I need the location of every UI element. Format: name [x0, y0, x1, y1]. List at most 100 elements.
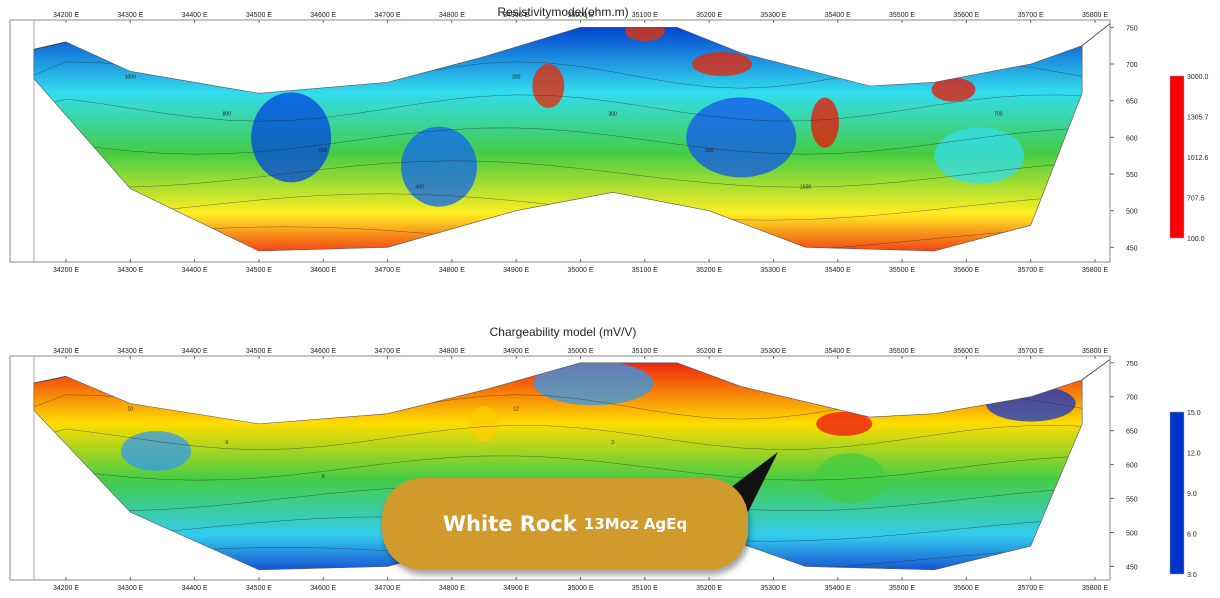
x-tick-label-top: 35100 E: [632, 12, 658, 19]
contour-label: 500: [705, 148, 714, 154]
x-tick-label-bottom: 34200 E: [53, 267, 79, 274]
y-tick-label: 500: [1126, 209, 1138, 216]
contour-label: 400: [416, 185, 425, 191]
x-tick-label-bottom: 34600 E: [310, 267, 336, 274]
x-tick-label-top: 35000 E: [567, 12, 593, 19]
contour-label: 3: [611, 440, 614, 446]
x-tick-label-bottom: 35300 E: [760, 585, 786, 592]
contour-label: 1500: [800, 185, 811, 191]
y-tick-label: 700: [1126, 62, 1138, 69]
y-tick-label: 450: [1126, 245, 1138, 252]
x-tick-label-bottom: 34900 E: [503, 585, 529, 592]
x-tick-label-top: 35500 E: [889, 348, 915, 355]
colorbar-label: 15.0: [1187, 410, 1201, 417]
section-panel-2: Chargeability model (mV/V)1086412334200 …: [9, 325, 1201, 592]
anomaly-blob: [686, 97, 797, 178]
x-tick-label-bottom: 34800 E: [439, 585, 465, 592]
x-tick-label-top: 34800 E: [439, 12, 465, 19]
y-tick-label: 550: [1126, 172, 1138, 179]
anomaly-blob: [810, 97, 839, 148]
x-tick-label-bottom: 34700 E: [375, 267, 401, 274]
x-tick-label-top: 34700 E: [375, 348, 401, 355]
x-tick-label-bottom: 35000 E: [567, 585, 593, 592]
x-tick-label-bottom: 34400 E: [182, 267, 208, 274]
y-tick-label: 650: [1126, 99, 1138, 106]
anomaly-blob: [934, 127, 1025, 184]
contour-label: 200: [512, 75, 521, 81]
x-tick-label-bottom: 35200 E: [696, 585, 722, 592]
x-tick-label-top: 35700 E: [1018, 348, 1044, 355]
x-tick-label-top: 35100 E: [632, 348, 658, 355]
colorbar-label: 1305.7: [1187, 115, 1209, 122]
colorbar-label: 12.0: [1187, 451, 1201, 458]
x-tick-label-top: 34500 E: [246, 12, 272, 19]
x-tick-label-bottom: 35000 E: [567, 267, 593, 274]
x-tick-label-bottom: 34700 E: [375, 585, 401, 592]
x-tick-label-top: 35600 E: [953, 12, 979, 19]
x-tick-label-top: 35600 E: [953, 348, 979, 355]
colorbar-label: 3000.0: [1187, 74, 1209, 81]
chart-title: Chargeability model (mV/V): [490, 325, 637, 339]
x-tick-label-bottom: 34300 E: [117, 585, 143, 592]
anomaly-blob: [816, 411, 873, 436]
x-tick-label-bottom: 35500 E: [889, 585, 915, 592]
x-tick-label-bottom: 34200 E: [53, 585, 79, 592]
chart-title: Resistivitymodel(ohm.m): [497, 5, 628, 19]
y-tick-label: 450: [1126, 564, 1138, 571]
x-tick-label-bottom: 35600 E: [953, 267, 979, 274]
x-tick-label-top: 34300 E: [117, 348, 143, 355]
x-tick-label-bottom: 35500 E: [889, 267, 915, 274]
anomaly-blob: [624, 27, 665, 41]
x-tick-label-top: 35200 E: [696, 12, 722, 19]
y-tick-label: 550: [1126, 497, 1138, 504]
deposit-name: White Rock: [442, 512, 577, 536]
x-tick-label-top: 34400 E: [182, 348, 208, 355]
x-tick-label-bottom: 35100 E: [632, 585, 658, 592]
colorbar-label: 100.0: [1187, 236, 1205, 243]
contour-label: 600: [319, 148, 328, 154]
topography-line: [1081, 23, 1111, 46]
x-tick-label-top: 34500 E: [246, 348, 272, 355]
x-tick-label-bottom: 35400 E: [825, 267, 851, 274]
contour-line: [33, 94, 1083, 122]
x-tick-label-bottom: 35800 E: [1082, 267, 1108, 274]
colorbar-label: 3.0: [1187, 572, 1197, 579]
y-tick-label: 750: [1126, 25, 1138, 32]
x-tick-label-bottom: 34300 E: [117, 267, 143, 274]
contour-label: 12: [513, 406, 519, 412]
x-tick-label-top: 34200 E: [53, 12, 79, 19]
contour-line: [33, 455, 1083, 481]
x-tick-label-top: 35800 E: [1082, 348, 1108, 355]
x-tick-label-bottom: 35100 E: [632, 267, 658, 274]
x-tick-label-bottom: 35600 E: [953, 585, 979, 592]
deposit-callout: White Rock 13Moz AgEq: [382, 478, 748, 570]
contour-line: [33, 127, 1083, 155]
anomaly-blob: [401, 126, 478, 207]
anomaly-blob: [815, 453, 886, 504]
x-tick-label-top: 34400 E: [182, 12, 208, 19]
contour-line: [33, 425, 1083, 450]
colorbar-label: 1012.6: [1187, 155, 1209, 162]
x-tick-label-bottom: 34500 E: [246, 267, 272, 274]
x-tick-label-top: 34600 E: [310, 12, 336, 19]
y-tick-label: 700: [1126, 395, 1138, 402]
x-tick-label-bottom: 35200 E: [696, 267, 722, 274]
x-tick-label-bottom: 35700 E: [1018, 585, 1044, 592]
topography-line: [1081, 359, 1111, 381]
colorbar-label: 6.0: [1187, 532, 1197, 539]
anomaly-blob: [251, 92, 332, 183]
x-tick-label-top: 35500 E: [889, 12, 915, 19]
x-tick-label-top: 35400 E: [825, 12, 851, 19]
y-tick-label: 650: [1126, 429, 1138, 436]
contour-label: 1000: [125, 75, 136, 81]
x-tick-label-top: 35200 E: [696, 348, 722, 355]
x-tick-label-top: 35300 E: [760, 12, 786, 19]
x-tick-label-top: 35400 E: [825, 348, 851, 355]
colorbar: [1169, 75, 1185, 239]
anomaly-blob: [121, 431, 192, 472]
contour-label: 800: [223, 111, 232, 117]
x-tick-label-top: 34700 E: [375, 12, 401, 19]
contour-label: 6: [322, 474, 325, 480]
x-tick-label-bottom: 34800 E: [439, 267, 465, 274]
y-tick-label: 500: [1126, 530, 1138, 537]
